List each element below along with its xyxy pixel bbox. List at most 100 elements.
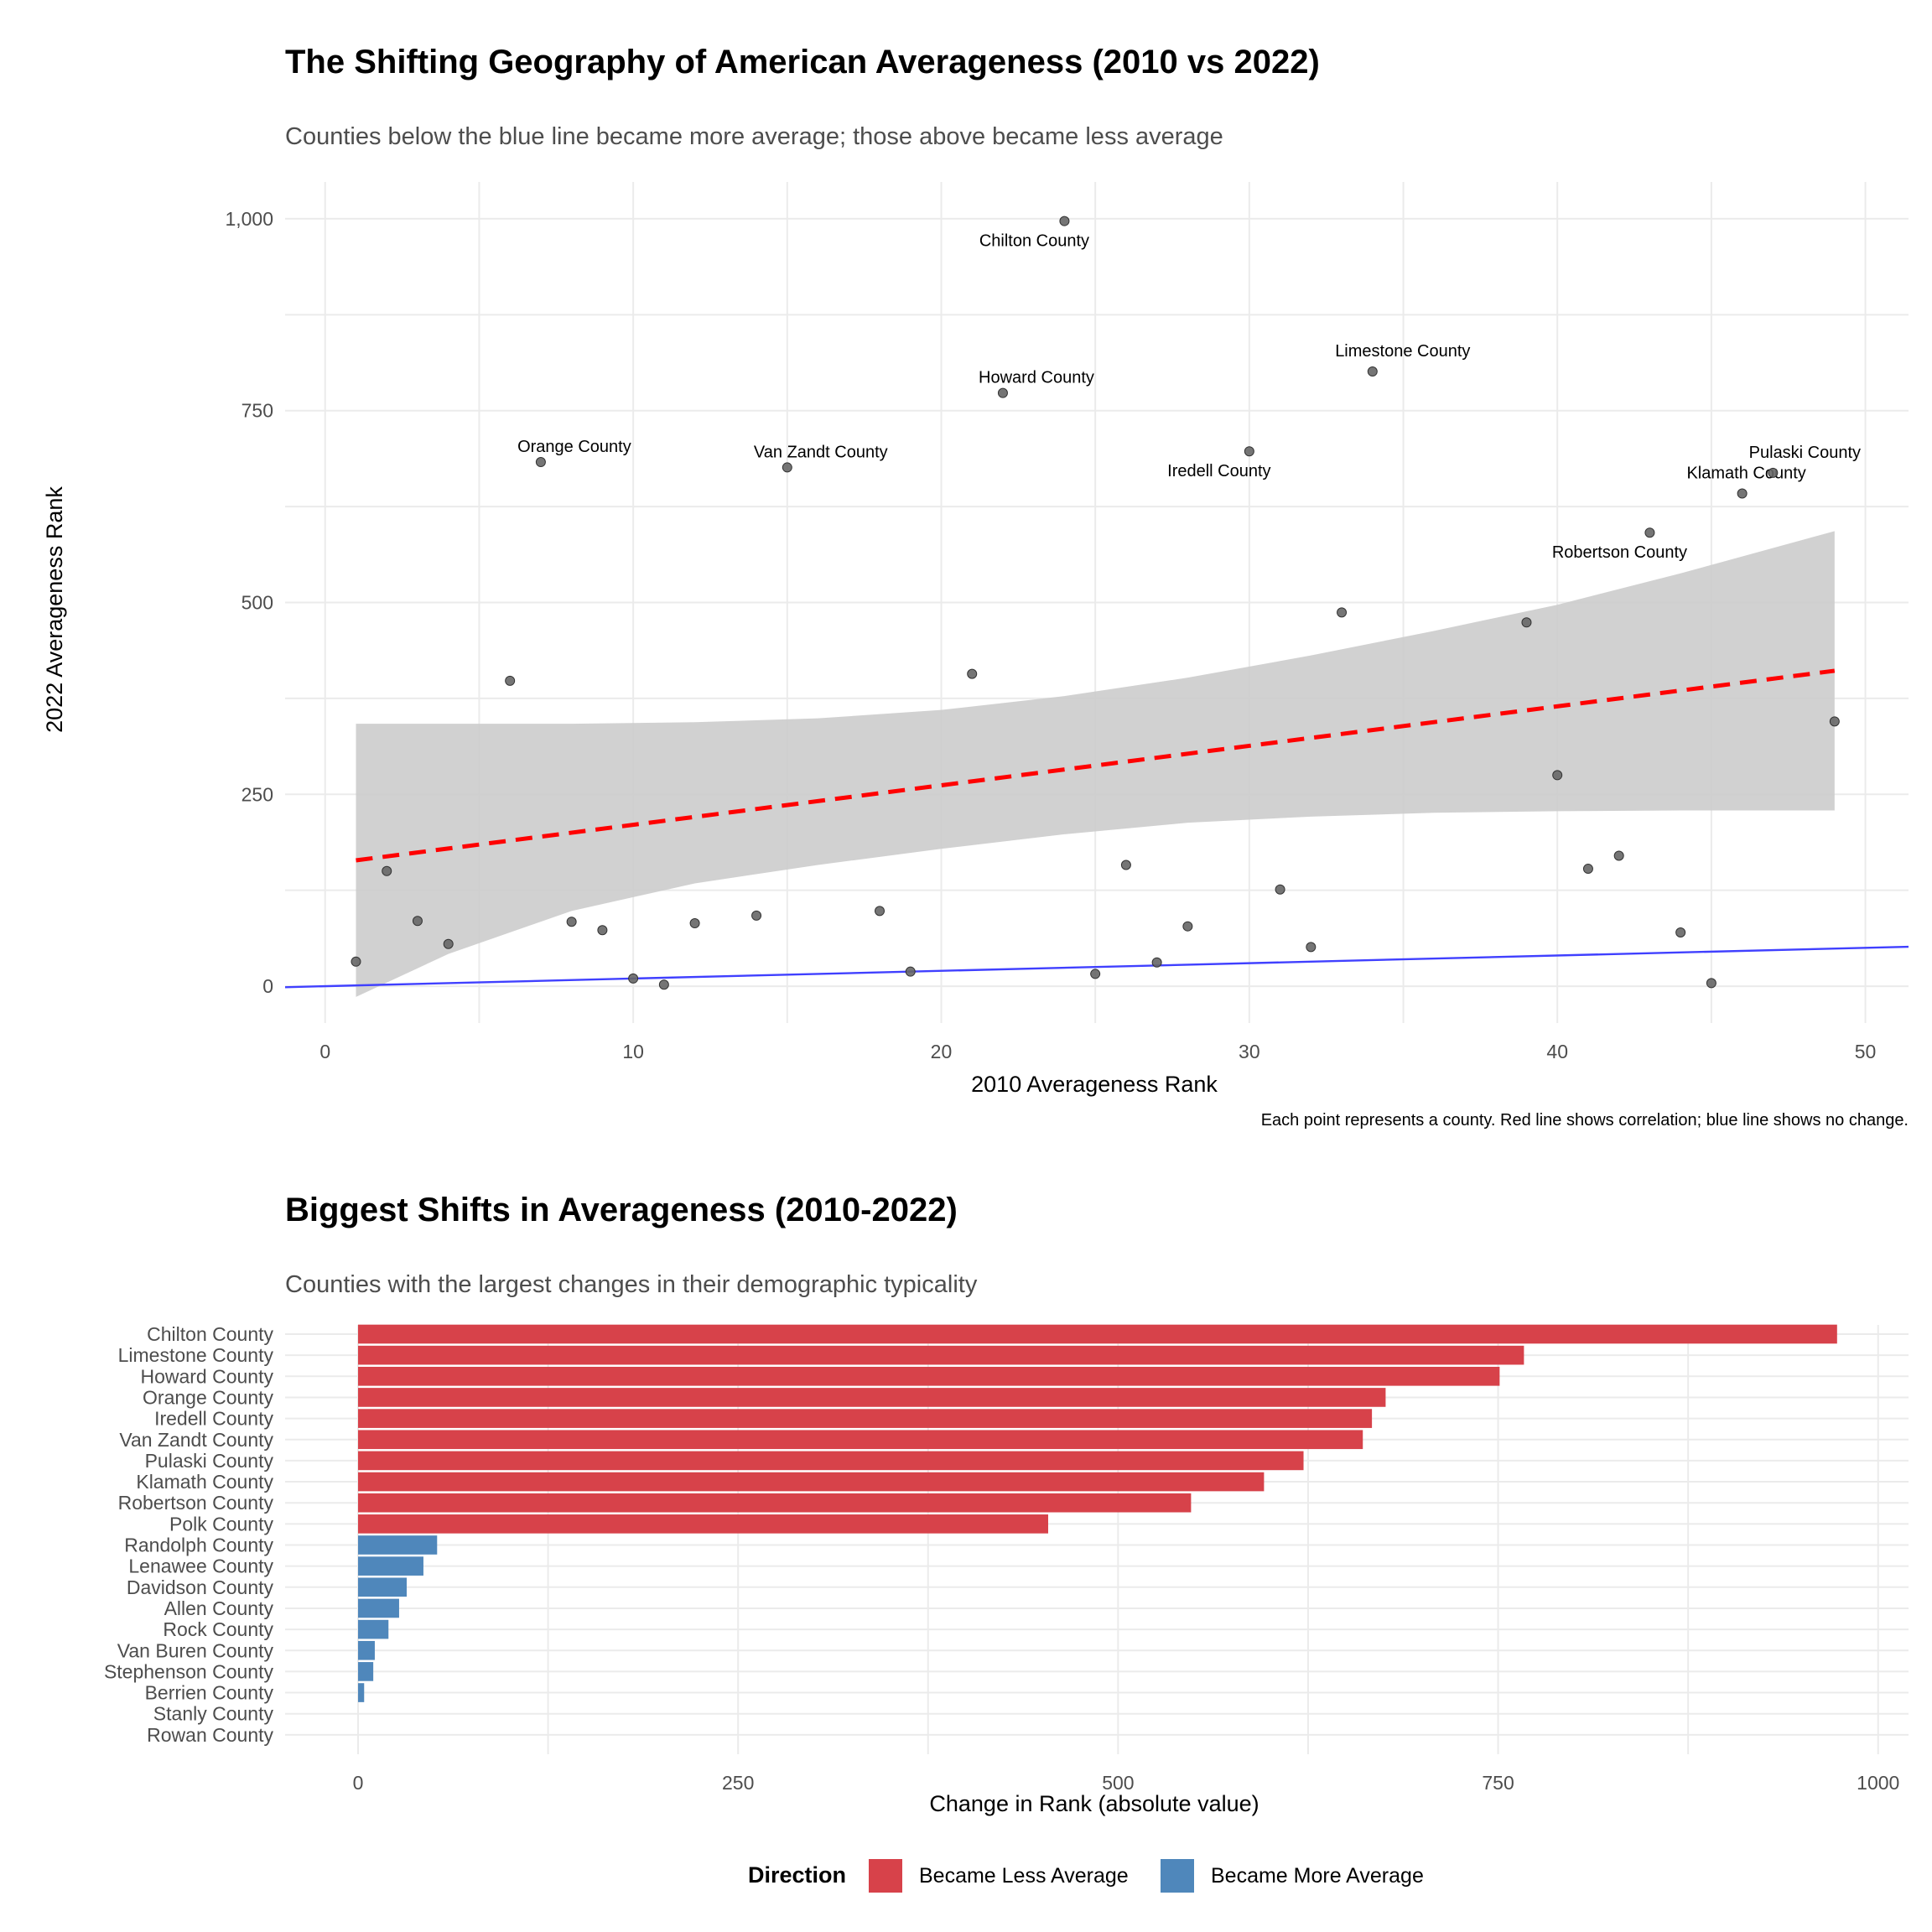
scatter-point: [1151, 957, 1162, 968]
scatter-point: [997, 387, 1008, 398]
bar: [358, 1472, 1265, 1492]
bar-category-label: Pulaski County: [145, 1450, 274, 1472]
point-label: Howard County: [979, 369, 1094, 387]
bar: [358, 1493, 1192, 1513]
scatter-point: [1706, 978, 1716, 989]
point-label: Robertson County: [1552, 543, 1687, 562]
bar-category-label: Klamath County: [136, 1471, 273, 1493]
scatter-point: [597, 925, 608, 936]
bar-category-label: Berrien County: [145, 1682, 274, 1704]
scatter-point: [905, 966, 916, 977]
bar-x-tick-label: 750: [1482, 1772, 1514, 1794]
bar-category-label: Iredell County: [154, 1408, 273, 1430]
bar-category-label: Davidson County: [127, 1576, 274, 1598]
bar: [358, 1409, 1373, 1428]
bar: [358, 1535, 438, 1555]
bar: [358, 1388, 1386, 1407]
point-label: Limestone County: [1335, 342, 1470, 361]
bar-category-label: Stanly County: [153, 1703, 274, 1725]
point-label: Pulaski County: [1749, 444, 1861, 462]
scatter-y-tick-label: 1,000: [225, 208, 273, 230]
confidence-band: [356, 531, 1835, 997]
legend-title: Direction: [748, 1862, 846, 1888]
scatter-x-tick-label: 20: [931, 1041, 953, 1062]
scatter-x-tick-label: 30: [1239, 1041, 1260, 1062]
legend-label-less-average: Became Less Average: [919, 1864, 1129, 1888]
bar-x-axis-title: Change in Rank (absolute value): [929, 1791, 1259, 1816]
point-label: Klamath County: [1686, 465, 1805, 483]
bar-category-label: Chilton County: [147, 1323, 273, 1345]
scatter-point: [1552, 770, 1563, 781]
scatter-point: [566, 917, 577, 927]
scatter-point: [782, 462, 792, 473]
scatter-y-tick-label: 750: [242, 400, 273, 422]
bar: [358, 1324, 1837, 1344]
scatter-point: [443, 938, 454, 949]
legend-swatch-more-average: [1161, 1859, 1194, 1893]
bar-category-label: Van Buren County: [117, 1639, 274, 1661]
scatter-point: [1768, 467, 1779, 478]
scatter-y-axis-title: 2022 Averageness Rank: [42, 486, 67, 733]
bar: [358, 1683, 365, 1702]
bar: [358, 1451, 1304, 1471]
scatter-y-tick-label: 250: [242, 783, 273, 805]
scatter-caption: Each point represents a county. Red line…: [1261, 1111, 1909, 1130]
point-label: Orange County: [517, 438, 631, 456]
bar-category-label: Rock County: [163, 1618, 273, 1640]
bar: [358, 1598, 399, 1618]
bar: [358, 1514, 1048, 1534]
bar-category-label: Polk County: [169, 1513, 274, 1535]
bar-x-tick-label: 0: [353, 1772, 364, 1794]
scatter-point: [535, 457, 546, 468]
bar: [358, 1619, 389, 1639]
bar-category-label: Robertson County: [118, 1492, 274, 1514]
scatter-point: [412, 916, 423, 927]
scatter-point: [1644, 527, 1655, 538]
scatter-chart-subtitle: Counties below the blue line became more…: [285, 123, 1223, 150]
scatter-x-tick-label: 50: [1855, 1041, 1877, 1062]
no-change-line: [284, 945, 1909, 989]
scatter-point: [1120, 860, 1131, 870]
scatter-point: [1829, 716, 1840, 727]
bar-x-tick-label: 250: [722, 1772, 754, 1794]
bar: [358, 1577, 408, 1597]
bar: [358, 1556, 423, 1576]
scatter-point: [1613, 850, 1624, 861]
bar: [358, 1640, 375, 1660]
scatter-point: [875, 906, 886, 917]
bar: [358, 1662, 374, 1681]
bar-x-tick-label: 500: [1102, 1772, 1134, 1794]
bar-category-label: Allen County: [164, 1597, 274, 1619]
bar-chart-title: Biggest Shifts in Averageness (2010-2022…: [285, 1192, 958, 1228]
scatter-x-axis-title: 2010 Averageness Rank: [971, 1072, 1218, 1097]
bar-category-label: Stephenson County: [104, 1660, 274, 1682]
scatter-point: [689, 918, 700, 929]
scatter-point: [1275, 884, 1285, 895]
scatter-point: [1306, 942, 1317, 953]
scatter-point: [1059, 216, 1070, 226]
scatter-x-tick-label: 0: [319, 1041, 330, 1062]
bar-category-label: Van Zandt County: [119, 1429, 273, 1451]
point-label: Van Zandt County: [754, 443, 888, 461]
scatter-point: [505, 675, 516, 686]
bar: [358, 1345, 1524, 1365]
point-label: Iredell County: [1167, 462, 1270, 480]
scatter-chart-title: The Shifting Geography of American Avera…: [285, 44, 1320, 80]
legend-label-more-average: Became More Average: [1211, 1864, 1424, 1888]
bar-category-label: Orange County: [143, 1386, 273, 1408]
scatter-point: [351, 956, 361, 967]
scatter-point: [1090, 969, 1101, 979]
bar-chart-subtitle: Counties with the largest changes in the…: [285, 1271, 978, 1298]
trend-line: [356, 668, 1836, 863]
scatter-point: [751, 910, 762, 921]
scatter-y-tick-label: 500: [242, 592, 273, 614]
scatter-x-tick-label: 40: [1546, 1041, 1568, 1062]
scatter-point: [967, 668, 978, 679]
scatter-point: [658, 979, 669, 990]
legend-swatch-less-average: [869, 1859, 902, 1893]
scatter-y-tick-label: 0: [262, 975, 273, 997]
scatter-point: [1367, 366, 1378, 377]
